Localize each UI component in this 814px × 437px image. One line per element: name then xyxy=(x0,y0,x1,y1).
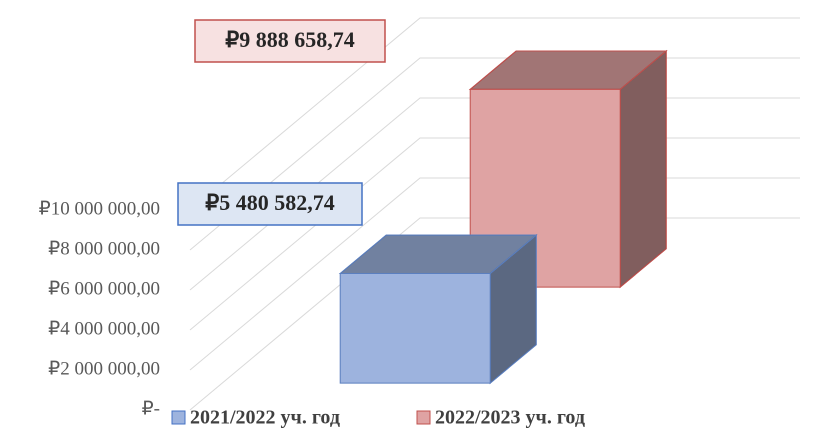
grid-line xyxy=(189,177,800,371)
grid-line xyxy=(189,97,800,291)
grid-line xyxy=(189,17,800,211)
y-tick-label: ₽- xyxy=(142,398,160,419)
legend-label: 2022/2023 уч. год xyxy=(435,407,585,429)
y-tick-label: ₽4 000 000,00 xyxy=(48,318,160,339)
legend-swatch xyxy=(416,410,431,425)
grid-line xyxy=(189,217,800,411)
data-label: ₽9 888 658,74 xyxy=(225,27,355,52)
y-tick-label: ₽6 000 000,00 xyxy=(48,278,160,299)
data-label-box xyxy=(177,182,363,226)
grid-line xyxy=(189,137,800,331)
data-label: ₽5 480 582,74 xyxy=(205,190,335,215)
y-tick-label: ₽10 000 000,00 xyxy=(39,198,160,219)
y-tick-label: ₽8 000 000,00 xyxy=(48,238,160,259)
bar-front xyxy=(339,273,491,384)
data-label-box xyxy=(194,19,386,63)
bar-side-shade xyxy=(619,49,667,289)
legend-label: 2021/2022 уч. год xyxy=(190,407,340,429)
legend-swatch xyxy=(171,410,186,425)
y-tick-label: ₽2 000 000,00 xyxy=(48,358,160,379)
